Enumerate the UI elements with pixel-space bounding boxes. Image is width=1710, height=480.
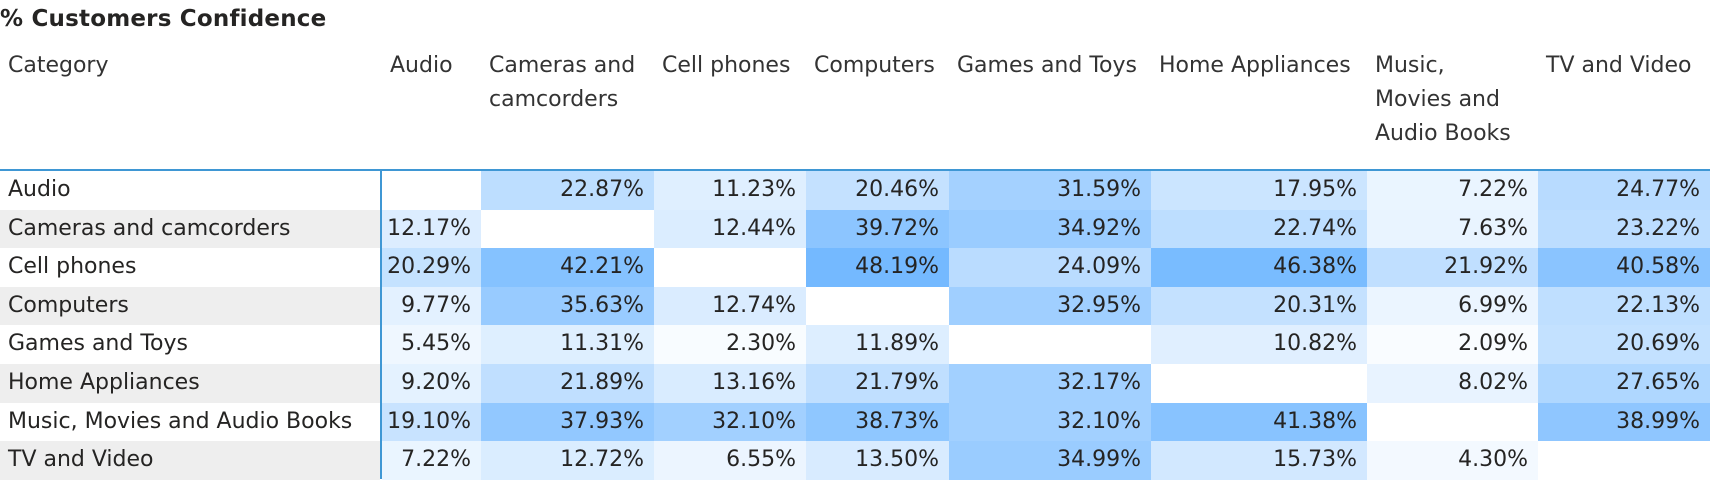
matrix-cell[interactable]: 6.55% — [654, 441, 806, 480]
matrix-cell[interactable]: 32.95% — [949, 286, 1151, 326]
matrix-cell[interactable]: 32.10% — [654, 402, 806, 442]
matrix-cell[interactable]: 15.73% — [1151, 441, 1367, 480]
matrix-cell[interactable]: 7.22% — [1367, 171, 1538, 210]
column-header[interactable]: Games and Toys — [957, 53, 1137, 78]
column-header[interactable]: Home Appliances — [1159, 53, 1351, 78]
row-header[interactable]: Games and Toys — [8, 331, 188, 357]
matrix-cell[interactable]: 11.31% — [481, 325, 654, 364]
table-row[interactable] — [0, 171, 380, 210]
matrix-cell[interactable]: 12.44% — [654, 209, 806, 249]
matrix-cell[interactable]: 8.02% — [1367, 364, 1538, 403]
matrix-cell[interactable]: 20.29% — [382, 248, 481, 287]
matrix-cell[interactable] — [949, 325, 1151, 364]
matrix-cell[interactable]: 24.09% — [949, 248, 1151, 287]
row-header-divider — [380, 171, 382, 479]
table-row[interactable] — [0, 364, 380, 403]
matrix-cell[interactable]: 9.20% — [382, 364, 481, 403]
matrix-cell[interactable]: 17.95% — [1151, 171, 1367, 210]
column-header[interactable]: TV and Video — [1546, 53, 1692, 78]
matrix-cell[interactable] — [382, 171, 481, 210]
matrix-cell[interactable]: 21.79% — [806, 364, 949, 403]
matrix-cell[interactable]: 2.09% — [1367, 325, 1538, 364]
column-header-line: Movies and — [1375, 87, 1500, 112]
matrix-cell[interactable]: 35.63% — [481, 286, 654, 326]
matrix-cell[interactable]: 7.22% — [382, 441, 481, 480]
column-header[interactable]: Computers — [814, 53, 935, 78]
column-header-line: Music, — [1375, 53, 1445, 78]
matrix-cell[interactable]: 4.30% — [1367, 441, 1538, 480]
visual-title: % Customers Confidence — [0, 6, 327, 32]
column-header[interactable]: Audio — [390, 53, 453, 78]
column-header[interactable]: Cameras and camcorders — [489, 49, 652, 117]
row-header[interactable]: Cameras and camcorders — [8, 215, 291, 241]
column-header[interactable]: Cell phones — [662, 53, 791, 78]
matrix-cell[interactable]: 12.17% — [382, 209, 481, 249]
matrix-cell[interactable]: 12.74% — [654, 286, 806, 326]
matrix-cell[interactable]: 22.74% — [1151, 209, 1367, 249]
table-row[interactable] — [0, 248, 380, 287]
matrix-cell[interactable]: 48.19% — [806, 248, 949, 287]
matrix-cell[interactable] — [1151, 364, 1367, 403]
matrix-cell[interactable]: 2.30% — [654, 325, 806, 364]
matrix-cell[interactable]: 32.10% — [949, 402, 1151, 442]
row-header[interactable]: TV and Video — [8, 447, 154, 473]
matrix-cell[interactable]: 37.93% — [481, 402, 654, 442]
header-divider — [0, 169, 1710, 171]
matrix-cell[interactable] — [654, 248, 806, 287]
matrix-cell[interactable]: 6.99% — [1367, 286, 1538, 326]
matrix-cell[interactable]: 19.10% — [382, 402, 481, 442]
matrix-cell[interactable]: 38.73% — [806, 402, 949, 442]
matrix-cell[interactable]: 34.99% — [949, 441, 1151, 480]
matrix-cell[interactable]: 22.13% — [1538, 286, 1710, 326]
matrix-cell[interactable]: 11.89% — [806, 325, 949, 364]
table-row[interactable] — [0, 325, 380, 364]
matrix-cell[interactable]: 21.89% — [481, 364, 654, 403]
matrix-cell[interactable] — [481, 209, 654, 249]
row-header[interactable]: Music, Movies and Audio Books — [8, 408, 353, 434]
matrix-cell[interactable]: 27.65% — [1538, 364, 1710, 403]
matrix-cell[interactable]: 41.38% — [1151, 402, 1367, 442]
matrix-cell[interactable]: 38.99% — [1538, 402, 1710, 442]
matrix-cell[interactable] — [1367, 402, 1538, 442]
matrix-cell[interactable]: 12.72% — [481, 441, 654, 480]
matrix-cell[interactable]: 13.16% — [654, 364, 806, 403]
column-header-line: Audio Books — [1375, 121, 1511, 146]
matrix-cell[interactable] — [806, 286, 949, 326]
matrix-cell[interactable]: 34.92% — [949, 209, 1151, 249]
matrix-cell[interactable]: 5.45% — [382, 325, 481, 364]
matrix-cell[interactable]: 21.92% — [1367, 248, 1538, 287]
matrix-cell[interactable]: 13.50% — [806, 441, 949, 480]
matrix-cell[interactable]: 20.31% — [1151, 286, 1367, 326]
matrix-cell[interactable] — [1538, 441, 1710, 480]
matrix-cell[interactable]: 32.17% — [949, 364, 1151, 403]
table-row[interactable] — [0, 402, 380, 442]
matrix-cell[interactable]: 39.72% — [806, 209, 949, 249]
column-header-line: Cameras and — [489, 53, 636, 78]
matrix-cell[interactable]: 11.23% — [654, 171, 806, 210]
matrix-cell[interactable]: 46.38% — [1151, 248, 1367, 287]
matrix-cell[interactable]: 31.59% — [949, 171, 1151, 210]
matrix-cell[interactable]: 40.58% — [1538, 248, 1710, 287]
column-header-line: camcorders — [489, 87, 619, 112]
row-header[interactable]: Home Appliances — [8, 370, 200, 395]
matrix-cell[interactable]: 42.21% — [481, 248, 654, 287]
row-header[interactable]: Cell phones — [8, 254, 137, 280]
row-header[interactable]: Computers — [8, 292, 129, 318]
column-header[interactable]: Music, Movies and Audio Books — [1375, 49, 1536, 151]
table-row[interactable] — [0, 286, 380, 326]
matrix-cell[interactable]: 20.46% — [806, 171, 949, 210]
matrix-cell[interactable]: 23.22% — [1538, 209, 1710, 249]
table-row[interactable] — [0, 441, 380, 480]
matrix-cell[interactable]: 20.69% — [1538, 325, 1710, 364]
matrix-cell[interactable]: 9.77% — [382, 286, 481, 326]
matrix-cell[interactable]: 7.63% — [1367, 209, 1538, 249]
matrix-cell[interactable]: 10.82% — [1151, 325, 1367, 364]
row-header-label: Category — [8, 53, 109, 78]
matrix-cell[interactable]: 24.77% — [1538, 171, 1710, 210]
matrix-cell[interactable]: 22.87% — [481, 171, 654, 210]
row-header[interactable]: Audio — [8, 177, 71, 202]
table-row[interactable] — [0, 209, 380, 249]
